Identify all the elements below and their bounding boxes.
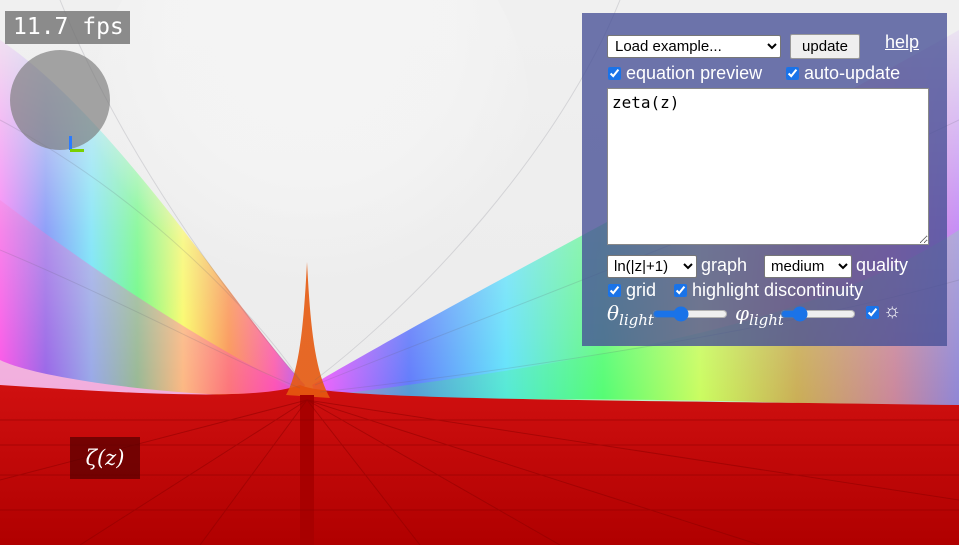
y-axis-icon xyxy=(69,136,72,150)
auto-update-label: auto-update xyxy=(804,63,901,83)
phi-light-label: φlight xyxy=(735,301,784,329)
highlight-discontinuity-label: highlight discontinuity xyxy=(692,280,864,300)
light-toggle-checkbox[interactable] xyxy=(866,306,879,319)
control-panel: Load example... update help equation pre… xyxy=(582,13,947,346)
equation-input[interactable] xyxy=(607,88,929,245)
update-button[interactable]: update xyxy=(790,34,860,59)
phi-light-slider[interactable] xyxy=(780,306,856,322)
sun-icon: ☼ xyxy=(883,300,902,322)
equation-preview-checkbox[interactable] xyxy=(608,67,621,80)
theta-light-slider[interactable] xyxy=(652,306,728,322)
help-link[interactable]: help xyxy=(885,32,920,52)
phi-subscript: light xyxy=(749,311,784,329)
grid-checkbox[interactable] xyxy=(608,284,621,297)
equation-preview-label: equation preview xyxy=(626,63,763,83)
theta-light-label: θlight xyxy=(607,301,654,329)
axis-orientation-gizmo[interactable] xyxy=(10,50,110,152)
highlight-discontinuity-checkbox[interactable] xyxy=(674,284,687,297)
x-axis-icon xyxy=(70,149,84,152)
phi-symbol: φ xyxy=(735,301,750,325)
fps-counter: 11.7 fps xyxy=(5,11,130,44)
theta-subscript: light xyxy=(619,311,654,329)
scale-select[interactable]: ln(|z|+1) xyxy=(607,255,697,278)
quality-select[interactable]: medium xyxy=(764,255,852,278)
grid-label: grid xyxy=(626,280,657,300)
auto-update-checkbox[interactable] xyxy=(786,67,799,80)
load-example-select[interactable]: Load example... xyxy=(607,35,781,58)
theta-symbol: θ xyxy=(607,301,620,325)
quality-label: quality xyxy=(856,255,909,275)
formula-label: ζ(z) xyxy=(70,437,140,479)
graph-label: graph xyxy=(701,255,748,275)
